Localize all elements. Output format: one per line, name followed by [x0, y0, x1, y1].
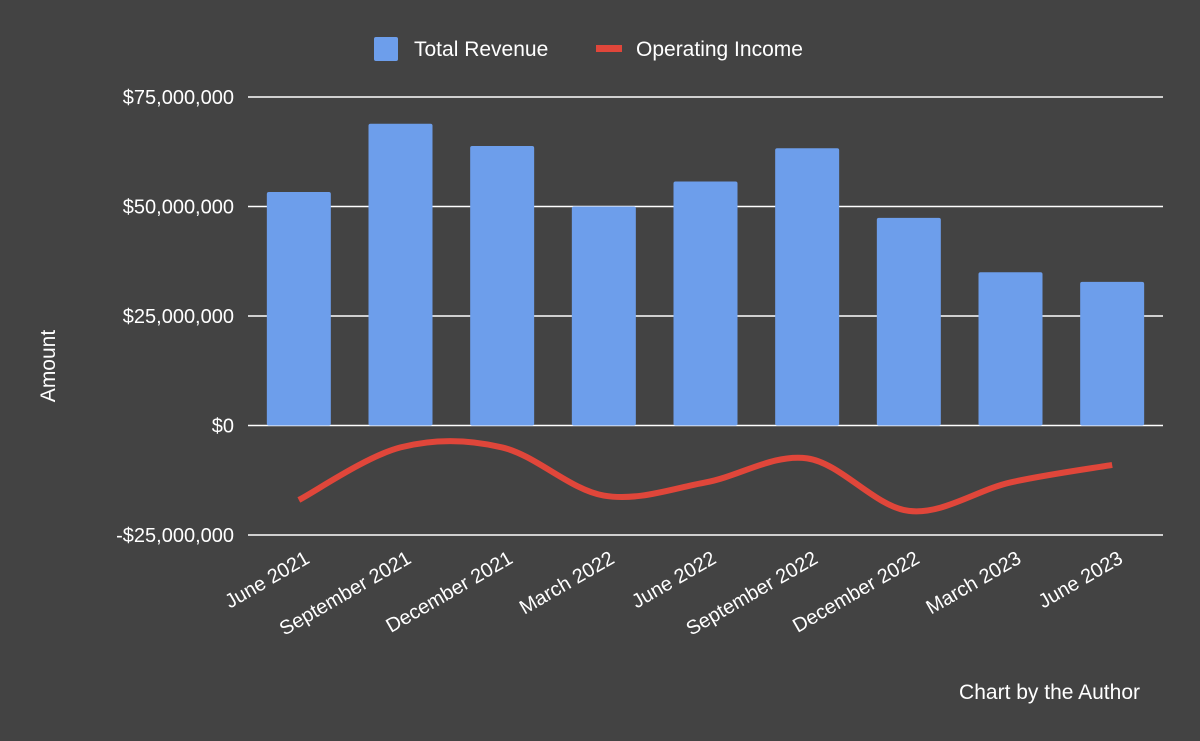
bar-total-revenue: [571, 206, 636, 426]
legend-swatch-operating-income: [596, 45, 622, 52]
legend-swatch-total-revenue: [374, 37, 398, 61]
legend: Total Revenue Operating Income: [374, 37, 803, 61]
y-axis-title: Amount: [37, 330, 60, 403]
y-tick-label: $0: [212, 416, 234, 438]
line-operating-income: [297, 438, 1113, 515]
bar-total-revenue: [368, 123, 433, 426]
x-tick-label: March 2023: [923, 547, 1025, 619]
y-tick-label: $25,000,000: [123, 306, 234, 328]
y-tick-label: -$25,000,000: [116, 525, 234, 547]
x-tick-label: June 2021: [221, 547, 313, 613]
legend-label-total-revenue: Total Revenue: [414, 38, 548, 61]
bar-total-revenue: [978, 272, 1043, 426]
bar-total-revenue: [1080, 281, 1145, 426]
legend-label-operating-income: Operating Income: [636, 38, 803, 61]
x-tick-label: June 2022: [628, 547, 720, 613]
chart-credit: Chart by the Author: [959, 681, 1140, 704]
bars-total-revenue: [266, 123, 1145, 426]
bar-total-revenue: [876, 217, 941, 426]
bar-total-revenue: [673, 181, 738, 426]
x-tick-label: June 2023: [1035, 547, 1127, 613]
bar-total-revenue: [470, 146, 535, 426]
y-tick-label: $50,000,000: [123, 197, 234, 219]
line-operating-income-path: [297, 438, 1113, 515]
bar-total-revenue: [266, 192, 331, 426]
y-tick-label: $75,000,000: [123, 87, 234, 109]
bar-total-revenue: [775, 148, 840, 426]
y-axis-ticks: $75,000,000 $50,000,000 $25,000,000 $0 -$25,…: [116, 87, 234, 547]
x-tick-label: March 2022: [516, 547, 618, 619]
